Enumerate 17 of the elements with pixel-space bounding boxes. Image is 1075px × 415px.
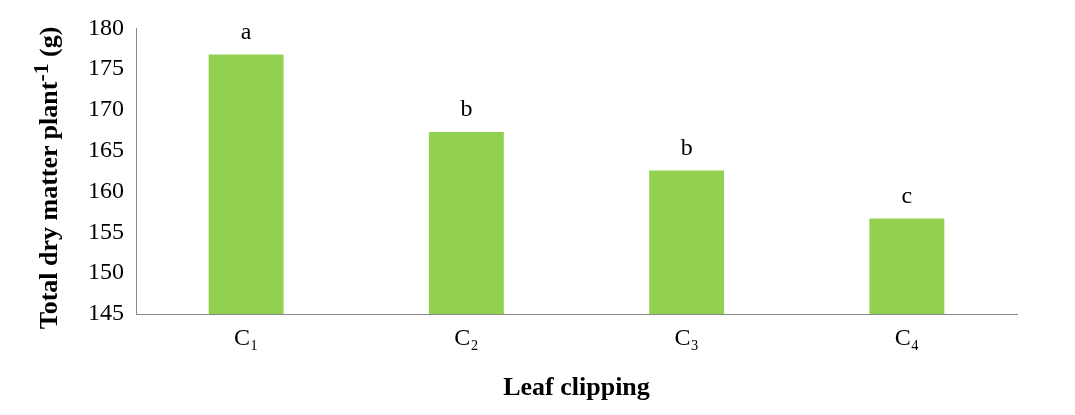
y-tick-label: 165 xyxy=(88,136,124,163)
x-tick-label: C₁ xyxy=(233,323,259,350)
y-tick-label: 160 xyxy=(88,176,124,203)
x-tick-label: C₄ xyxy=(894,323,920,350)
y-tick-label: 155 xyxy=(88,217,124,244)
annotation: b xyxy=(460,95,473,122)
x-tick-label: C₃ xyxy=(674,323,699,350)
annotation: c xyxy=(901,181,913,208)
annotation: b xyxy=(680,133,693,160)
y-tick-label: 175 xyxy=(88,54,124,81)
annotation: a xyxy=(240,17,252,44)
y-tick-label: 145 xyxy=(88,299,124,326)
x-tick-label: C₂ xyxy=(454,323,479,350)
y-tick-label: 180 xyxy=(88,13,124,40)
x-axis-title: Leaf clipping xyxy=(503,372,650,402)
y-tick-label: 150 xyxy=(88,258,124,285)
y-tick-label: 170 xyxy=(88,95,124,122)
